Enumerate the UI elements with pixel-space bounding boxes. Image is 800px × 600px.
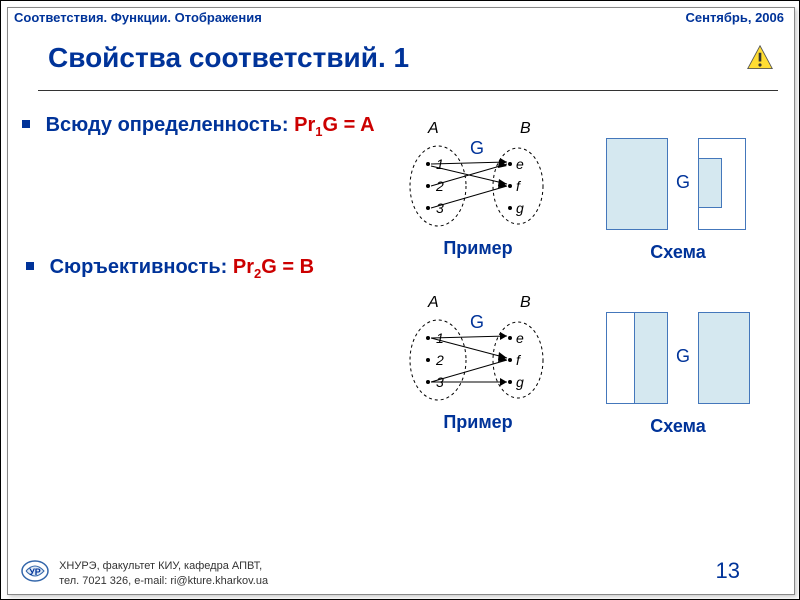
page-number: 13: [716, 558, 740, 584]
b2-pre: Pr: [233, 256, 254, 278]
scheme-label-1: Схема: [598, 242, 758, 263]
footer-line2: тел. 7021 326, e-mail: ri@kture.kharkov.…: [59, 575, 268, 587]
setB-label-1: B: [520, 120, 531, 138]
d1-l2: f: [516, 178, 520, 194]
footer-text: ХНУРЭ, факультет КИУ, кафедра АПВТ, тел.…: [59, 559, 268, 588]
b2-formula: Pr2G = B: [233, 256, 314, 278]
svg-text:УР: УР: [29, 567, 41, 577]
scheme2-G: G: [676, 346, 690, 367]
slide-outer: Соответствия. Функции. Отображения Сентя…: [0, 0, 800, 600]
d2-l2: f: [516, 352, 520, 368]
b1-post: G = A: [323, 114, 375, 136]
setA-label-1: A: [428, 120, 439, 138]
header-right: Сентябрь, 2006: [685, 10, 784, 25]
example-block-1: A B G 1 2 3 e f g Пример: [398, 114, 558, 259]
G-label-d2: G: [470, 312, 484, 333]
warning-icon: [746, 44, 774, 77]
mapping-diagram-2: A B G 1 2 3 e f g: [398, 288, 558, 408]
title-rule: [38, 90, 778, 91]
b1-label: Всюду определенность: [46, 114, 282, 136]
slide-footer: УР ХНУРЭ, факультет КИУ, кафедра АПВТ, т…: [20, 559, 780, 588]
scheme-block-2: G Схема: [598, 302, 758, 437]
scheme-diagram-1: G: [598, 128, 758, 238]
bullet-surjective: Сюръективность: Pr2G = B: [26, 256, 314, 281]
b1-formula: Pr1G = A: [294, 114, 374, 136]
bullet-total-defined: Всюду определенность: Pr1G = A: [22, 114, 375, 139]
d1-l3: g: [516, 200, 524, 216]
G-label-d1: G: [470, 138, 484, 159]
mapping-diagram-1: A B G 1 2 3 e f g: [398, 114, 558, 234]
scheme-diagram-2: G: [598, 302, 758, 412]
setA-label-2: A: [428, 294, 439, 312]
scheme1-rectB-fill: [698, 158, 722, 208]
d2-l1: e: [516, 330, 524, 346]
scheme-label-2: Схема: [598, 416, 758, 437]
setB-label-2: B: [520, 294, 531, 312]
uni-logo-icon: УР: [20, 559, 50, 583]
d2-l3: g: [516, 374, 524, 390]
d2-n3: 3: [436, 374, 444, 390]
b1-pre: Pr: [294, 114, 315, 136]
title-row: Свойства соответствий. 1: [48, 42, 768, 74]
example-label-1: Пример: [398, 238, 558, 259]
scheme-block-1: G Схема: [598, 128, 758, 263]
b2-label: Сюръективность: [50, 256, 221, 278]
d1-l1: e: [516, 156, 524, 172]
header-left: Соответствия. Функции. Отображения: [14, 10, 262, 25]
b2-post: G = B: [261, 256, 314, 278]
b1-sub: 1: [315, 124, 322, 139]
slide-top-header: Соответствия. Функции. Отображения Сентя…: [8, 8, 794, 27]
d1-n2: 2: [436, 178, 444, 194]
scheme2-rectA-fill: [634, 312, 668, 404]
slide-frame: Соответствия. Функции. Отображения Сентя…: [7, 7, 795, 595]
d1-n1: 1: [436, 156, 444, 172]
scheme1-G: G: [676, 172, 690, 193]
d1-n3: 3: [436, 200, 444, 216]
d2-n1: 1: [436, 330, 444, 346]
scheme1-rectA: [606, 138, 668, 230]
bullet-square-1: [22, 120, 30, 128]
footer-line1: ХНУРЭ, факультет КИУ, кафедра АПВТ,: [59, 560, 262, 572]
scheme2-rectB: [698, 312, 750, 404]
example-label-2: Пример: [398, 412, 558, 433]
d2-n2: 2: [436, 352, 444, 368]
example-block-2: A B G 1 2 3 e f g Пример: [398, 288, 558, 433]
bullet-square-2: [26, 262, 34, 270]
slide-title: Свойства соответствий. 1: [48, 42, 768, 74]
